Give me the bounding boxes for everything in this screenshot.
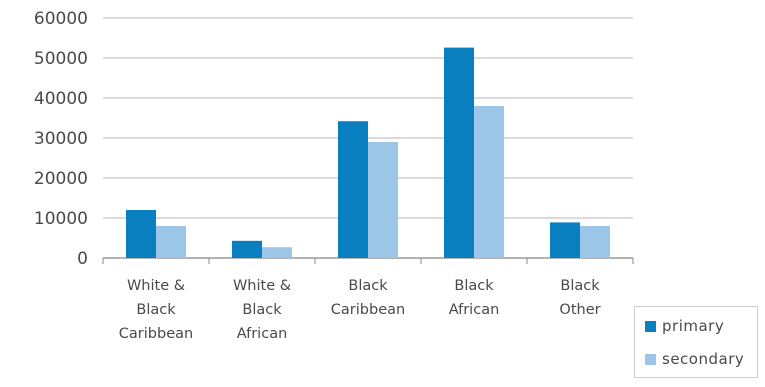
legend: primary secondary xyxy=(634,306,758,378)
x-tick-label-3-0: Black xyxy=(454,278,494,294)
bar-secondary-2 xyxy=(368,142,398,258)
legend-swatch-primary xyxy=(645,320,656,332)
y-tick-label-30000: 30000 xyxy=(34,129,88,149)
bar-primary-4 xyxy=(550,222,580,258)
x-tick-label-1-2: African xyxy=(237,326,288,342)
y-tick-label-40000: 40000 xyxy=(34,89,88,109)
bar-secondary-1 xyxy=(262,247,292,258)
legend-label-primary: primary xyxy=(662,317,725,335)
bar-primary-2 xyxy=(338,121,368,258)
x-tick-label-4-0: Black xyxy=(560,278,600,294)
x-tick-label-2-1: Caribbean xyxy=(331,302,405,318)
x-tick-label-2-0: Black xyxy=(348,278,388,294)
legend-label-secondary: secondary xyxy=(662,350,745,368)
x-tick-label-1-1: Black xyxy=(242,302,282,318)
x-tick-label-3-1: African xyxy=(449,302,500,318)
y-tick-label-50000: 50000 xyxy=(34,49,88,69)
y-tick-label-60000: 60000 xyxy=(34,9,88,29)
x-tick-label-0-2: Caribbean xyxy=(119,326,193,342)
bar-secondary-4 xyxy=(580,226,610,258)
x-tick-label-0-1: Black xyxy=(136,302,176,318)
bar-primary-0 xyxy=(126,210,156,258)
bar-secondary-0 xyxy=(156,226,186,258)
y-tick-label-0: 0 xyxy=(77,249,88,269)
legend-item-primary: primary xyxy=(645,317,724,335)
bar-primary-1 xyxy=(232,240,262,258)
y-tick-label-20000: 20000 xyxy=(34,169,88,189)
x-tick-label-4-1: Other xyxy=(559,302,600,318)
legend-item-secondary: secondary xyxy=(645,350,744,368)
bar-secondary-3 xyxy=(474,106,504,258)
y-tick-label-10000: 10000 xyxy=(34,209,88,229)
legend-swatch-secondary xyxy=(645,353,656,365)
bar-primary-3 xyxy=(444,47,474,258)
x-tick-label-1-0: White & xyxy=(233,278,291,294)
x-tick-label-0-0: White & xyxy=(127,278,185,294)
